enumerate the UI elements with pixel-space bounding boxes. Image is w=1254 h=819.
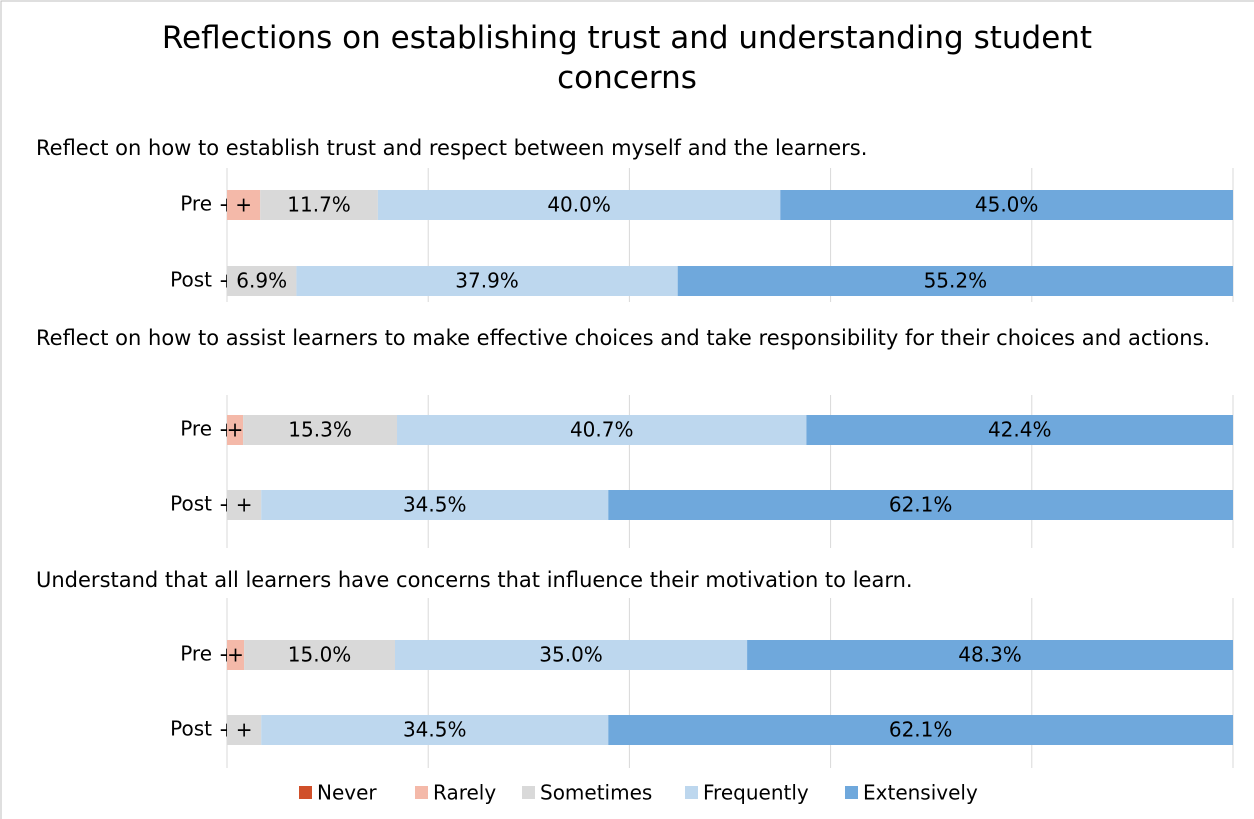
legend-swatch [845, 786, 858, 799]
bar-segment [261, 715, 609, 745]
data-label: 55.2% [924, 269, 988, 293]
data-label: 40.0% [547, 193, 611, 217]
bar-segment [608, 490, 1233, 520]
data-label: 35.0% [539, 643, 603, 667]
legend-label: Never [317, 781, 377, 805]
legend-label: Extensively [863, 781, 978, 805]
bar-segment [227, 415, 244, 445]
legend-swatch [685, 786, 698, 799]
bar-segment [397, 415, 807, 445]
data-label: 11.7% [287, 193, 351, 217]
legend-label: Frequently [703, 781, 809, 805]
legend-swatch [522, 786, 535, 799]
bar-segment [377, 190, 781, 220]
data-label: + [235, 193, 252, 217]
bar-segment [806, 415, 1233, 445]
panel-subtitle: Reflect on how to establish trust and re… [36, 136, 868, 160]
data-label: + [236, 493, 253, 517]
legend-label: Rarely [433, 781, 496, 805]
bar-segment [227, 190, 261, 220]
y-tick-label: Pre [180, 417, 212, 441]
data-label: 48.3% [958, 643, 1022, 667]
data-label: 34.5% [403, 718, 467, 742]
legend-label: Sometimes [540, 781, 652, 805]
data-label: 40.7% [570, 418, 634, 442]
bar-segment [395, 640, 748, 670]
y-tick-label: Post [170, 717, 212, 741]
y-tick-label: Post [170, 492, 212, 516]
data-label: + [227, 418, 244, 442]
bar-segment [227, 640, 245, 670]
bar-segment [780, 190, 1233, 220]
data-label: + [227, 643, 244, 667]
legend-swatch [415, 786, 428, 799]
data-label: 62.1% [889, 493, 953, 517]
data-label: + [236, 718, 253, 742]
bar-segment [244, 640, 396, 670]
y-tick-label: Post [170, 268, 212, 292]
data-label: 45.0% [975, 193, 1039, 217]
chart-title: Reflections on establishing trust and un… [161, 20, 1093, 96]
bar-segment [296, 266, 678, 296]
data-label: 6.9% [236, 269, 287, 293]
bar-segment [227, 715, 262, 745]
legend-swatch [299, 786, 312, 799]
bar-segment [261, 490, 609, 520]
bar-segment [243, 415, 398, 445]
bar-segment [227, 490, 262, 520]
data-label: 15.3% [288, 418, 352, 442]
bar-segment [747, 640, 1233, 670]
panel-subtitle: Reflect on how to assist learners to mak… [36, 326, 1211, 350]
data-label: 34.5% [403, 493, 467, 517]
data-label: 42.4% [988, 418, 1052, 442]
data-label: 37.9% [455, 269, 519, 293]
y-tick-label: Pre [180, 642, 212, 666]
bar-segment [260, 190, 378, 220]
data-label: 15.0% [288, 643, 352, 667]
data-label: 62.1% [889, 718, 953, 742]
bar-segment [227, 266, 297, 296]
bar-segment [677, 266, 1233, 296]
y-tick-label: Pre [180, 192, 212, 216]
bar-segment [608, 715, 1233, 745]
panel-subtitle: Understand that all learners have concer… [36, 568, 913, 592]
